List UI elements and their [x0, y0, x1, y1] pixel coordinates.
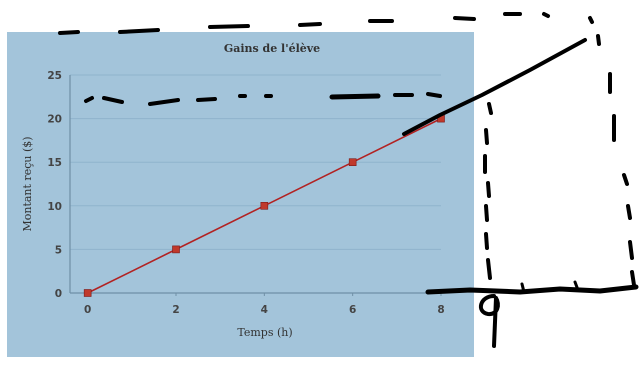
ink-mid-dash-1	[84, 96, 94, 103]
ink-top-dash-4	[298, 22, 322, 27]
y-tick-label: 15	[47, 157, 62, 169]
x-tick-label: 8	[437, 304, 444, 316]
ink-top-dash-1	[58, 30, 80, 35]
ink-mid-dash-3	[148, 98, 180, 106]
ink-right-vert-4	[626, 204, 632, 220]
ink-extended-line	[402, 38, 587, 136]
handwritten-annotations: 9	[58, 12, 639, 348]
x-tick-labels: 0 2 4 6 8	[84, 304, 445, 316]
ink-digit-9	[478, 294, 500, 348]
ink-x9-dot-7	[486, 258, 492, 280]
data-point	[260, 202, 269, 210]
ink-top-dash-8	[542, 12, 550, 18]
chart-title: Gains de l'élève	[224, 42, 320, 55]
x-tick-label: 0	[84, 304, 91, 316]
ink-x9-dot-6	[484, 232, 489, 250]
y-tick-label: 20	[47, 114, 62, 126]
ink-mid-dash-9	[426, 92, 442, 98]
x-tick-label: 6	[349, 304, 356, 316]
ink-corner	[596, 34, 601, 46]
y-axis-label: Montant reçu ($)	[21, 136, 34, 231]
ink-top-dash-2	[118, 28, 160, 34]
ink-baseline-tick-1	[520, 282, 526, 294]
ink-mid-dash-7	[329, 93, 381, 100]
data-series	[83, 114, 445, 297]
y-tick-labels: 0 5 10 15 20 25	[47, 70, 62, 300]
ink-x9-dot-1	[487, 102, 493, 115]
data-point	[172, 245, 180, 254]
ink-right-corner	[630, 270, 636, 287]
ink-baseline	[425, 284, 639, 295]
ink-right-vert-3	[622, 173, 629, 186]
ink-x9-dot-2	[484, 128, 489, 145]
x-axis-label: Temps (h)	[237, 326, 292, 339]
ink-baseline-tick-2	[573, 280, 580, 292]
y-tick-label: 10	[47, 201, 62, 213]
data-point	[348, 158, 357, 166]
ink-top-dash-6	[453, 16, 476, 21]
y-tick-label: 25	[47, 70, 62, 82]
ink-x9-dot-5	[484, 204, 489, 222]
y-tick-label: 0	[55, 288, 62, 300]
ink-right-vert-5	[628, 240, 634, 260]
ink-top-dash-9	[588, 16, 594, 24]
data-point	[83, 289, 92, 297]
x-tick-label: 4	[261, 304, 268, 316]
grid-lines	[70, 74, 441, 250]
x-tick-label: 2	[172, 304, 179, 316]
plot-background	[7, 32, 474, 357]
ink-x9-dot-4	[486, 181, 491, 198]
ink-mid-dash-4	[196, 97, 217, 102]
y-tick-label: 5	[55, 244, 62, 256]
ink-mid-dash-2	[102, 96, 124, 104]
ink-top-dash-3	[208, 24, 250, 29]
